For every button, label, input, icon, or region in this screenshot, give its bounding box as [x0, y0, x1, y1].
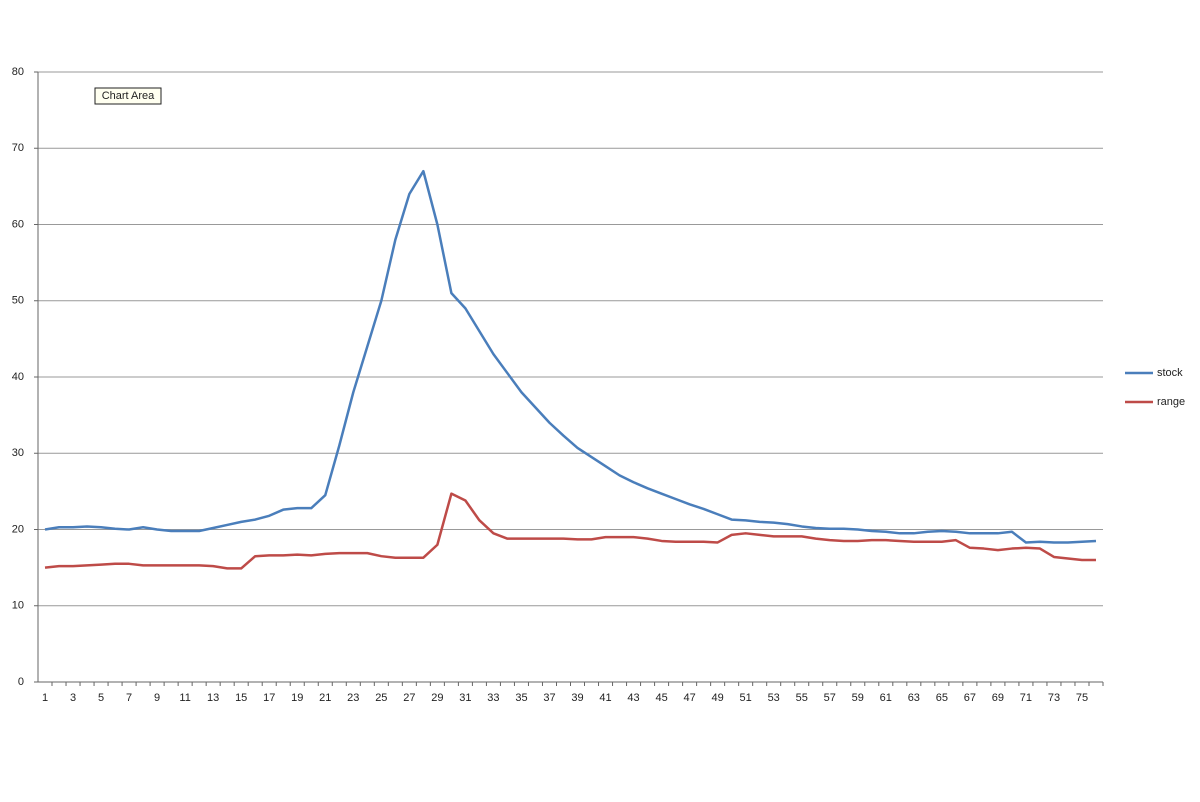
y-tick-label: 30 [12, 447, 24, 459]
y-tick-label: 80 [12, 66, 24, 78]
x-tick-label: 57 [824, 692, 836, 704]
chart-area-tooltip [94, 87, 162, 105]
x-tick-label: 13 [207, 692, 219, 704]
y-tick-label: 10 [12, 600, 24, 612]
y-tick-label: 40 [12, 371, 24, 383]
x-tick-label: 23 [347, 692, 359, 704]
y-tick-label: 20 [12, 523, 24, 535]
legend-label: stock [1157, 367, 1183, 379]
x-tick-label: 45 [655, 692, 667, 704]
x-tick-label: 43 [627, 692, 639, 704]
x-tick-label: 53 [768, 692, 780, 704]
x-tick-label: 7 [126, 692, 132, 704]
y-tick-label: 50 [12, 295, 24, 307]
x-tick-label: 33 [487, 692, 499, 704]
x-tick-label: 19 [291, 692, 303, 704]
x-tick-label: 11 [179, 692, 190, 704]
y-tick-label: 70 [12, 142, 24, 154]
x-tick-label: 25 [375, 692, 387, 704]
x-tick-label: 65 [936, 692, 948, 704]
x-tick-label: 75 [1076, 692, 1088, 704]
x-tick-label: 21 [319, 692, 331, 704]
x-tick-label: 51 [740, 692, 752, 704]
x-tick-label: 59 [852, 692, 864, 704]
x-tick-label: 31 [459, 692, 471, 704]
x-tick-label: 73 [1048, 692, 1060, 704]
x-tick-label: 69 [992, 692, 1004, 704]
y-tick-label: 60 [12, 218, 24, 230]
x-tick-label: 49 [712, 692, 724, 704]
x-tick-label: 39 [571, 692, 583, 704]
x-tick-label: 1 [42, 692, 48, 704]
x-tick-label: 71 [1020, 692, 1032, 704]
x-tick-label: 29 [431, 692, 443, 704]
x-tick-label: 37 [543, 692, 555, 704]
x-tick-label: 67 [964, 692, 976, 704]
x-tick-label: 47 [683, 692, 695, 704]
x-tick-label: 5 [98, 692, 104, 704]
x-tick-label: 55 [796, 692, 808, 704]
series-line [44, 169, 1097, 544]
x-tick-label: 3 [70, 692, 76, 704]
x-tick-label: 17 [263, 692, 275, 704]
series-line [44, 492, 1096, 570]
annotation: Chart Area [102, 90, 155, 102]
x-tick-label: 27 [403, 692, 415, 704]
x-tick-label: 63 [908, 692, 920, 704]
y-tick-label: 0 [18, 676, 24, 688]
x-tick-label: 15 [235, 692, 247, 704]
x-tick-label: 35 [515, 692, 527, 704]
x-tick-label: 41 [599, 692, 611, 704]
x-tick-label: 9 [154, 692, 160, 704]
legend-label: range [1157, 396, 1185, 408]
x-tick-label: 61 [880, 692, 892, 704]
